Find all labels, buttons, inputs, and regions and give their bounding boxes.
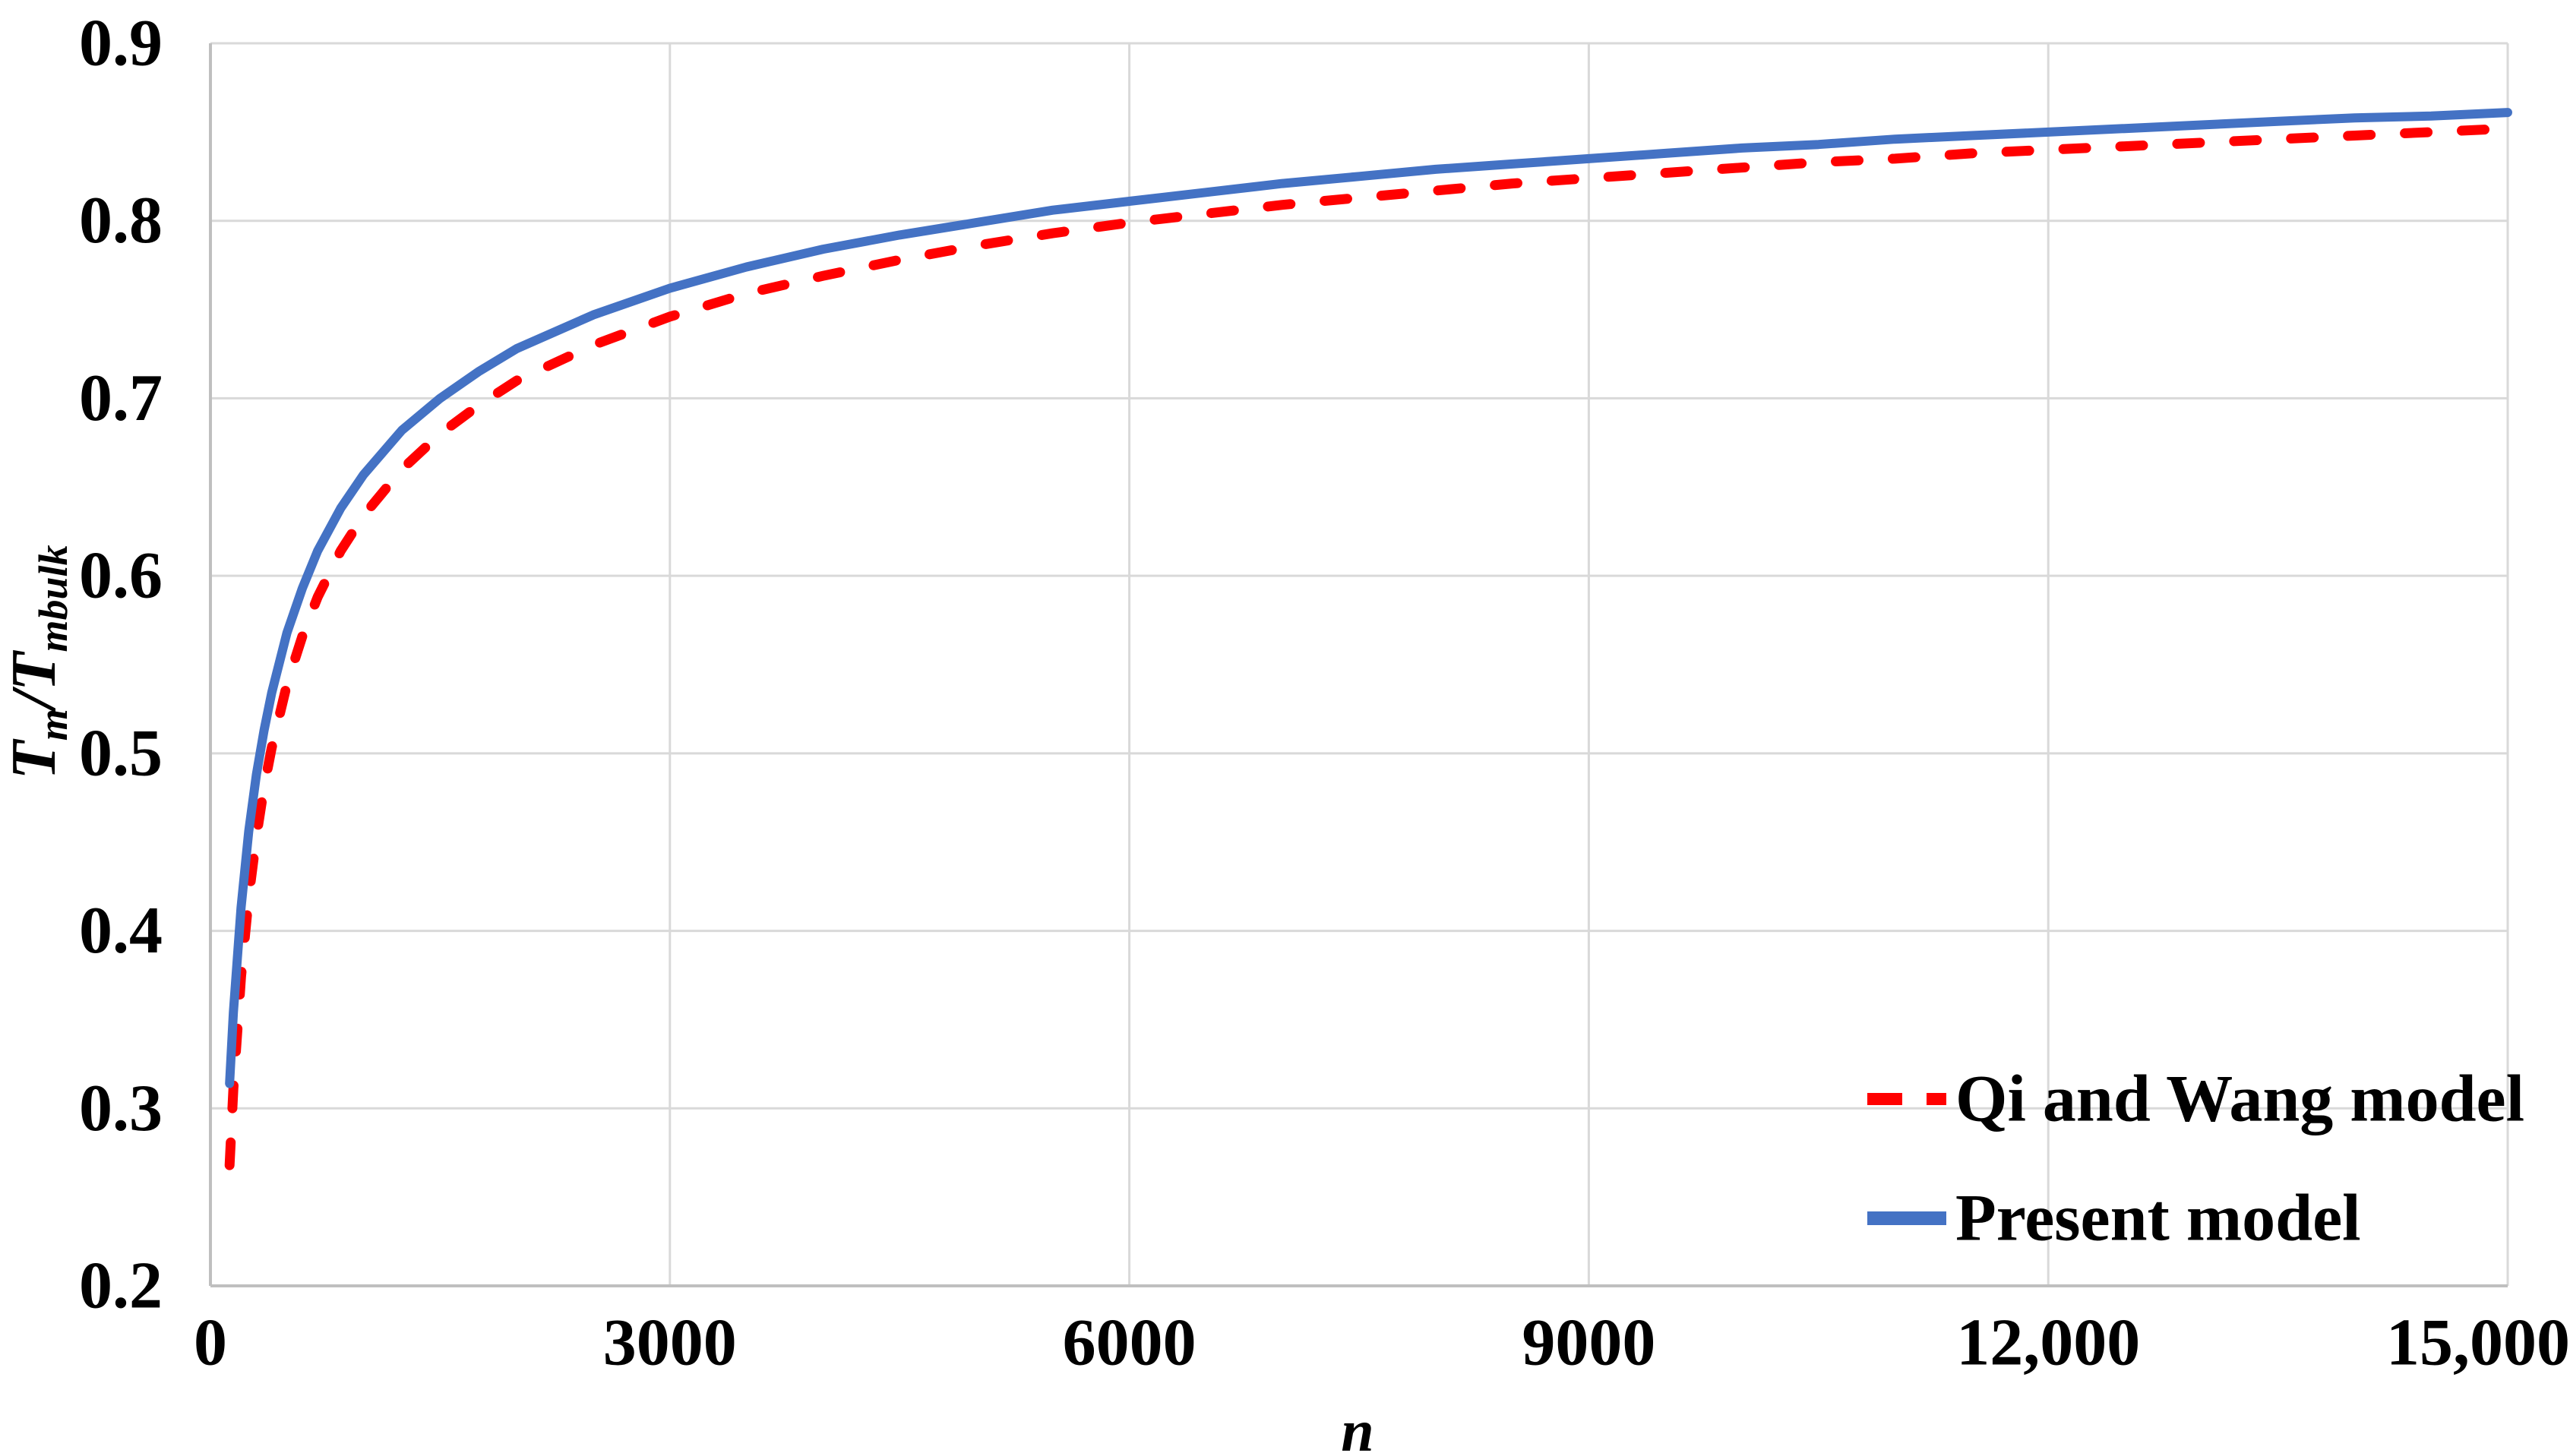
y-tick-label-0.8: 0.8 bbox=[79, 184, 163, 257]
x-tick-label-15,000: 15,000 bbox=[2386, 1306, 2570, 1380]
axis-lines bbox=[209, 43, 2508, 1287]
x-tick-label-9000: 9000 bbox=[1522, 1306, 1655, 1380]
x-tick-label-6000: 6000 bbox=[1063, 1306, 1196, 1380]
y-tick-label-0.6: 0.6 bbox=[79, 539, 163, 613]
y-tick-label-0.9: 0.9 bbox=[79, 7, 163, 81]
legend: Qi and Wang model Present model bbox=[1867, 1063, 2524, 1255]
series-curves bbox=[224, 108, 2513, 1170]
y-tick-label-0.4: 0.4 bbox=[79, 894, 163, 968]
y-axis-title: Tm/Tmbulk bbox=[0, 545, 76, 779]
x-axis-tick-labels: 0 3000 6000 9000 12,000 15,000 bbox=[194, 1306, 2570, 1380]
y-tick-label-0.3: 0.3 bbox=[79, 1072, 163, 1145]
y-tick-label-0.5: 0.5 bbox=[79, 716, 163, 790]
x-tick-label-0: 0 bbox=[194, 1306, 227, 1380]
series-curve-present-model bbox=[225, 108, 2512, 1088]
gridlines bbox=[209, 42, 2509, 1287]
x-tick-label-3000: 3000 bbox=[603, 1306, 737, 1380]
legend-label-present: Present model bbox=[1955, 1182, 2361, 1255]
x-axis-title: n bbox=[1341, 1398, 1374, 1456]
legend-label-qi-and-wang: Qi and Wang model bbox=[1955, 1063, 2524, 1136]
y-tick-label-0.7: 0.7 bbox=[79, 362, 163, 435]
y-axis-tick-labels: 0.9 0.8 0.7 0.6 0.5 0.4 0.3 0.2 bbox=[79, 7, 163, 1323]
x-tick-label-12,000: 12,000 bbox=[1956, 1306, 2140, 1380]
y-tick-label-0.2: 0.2 bbox=[79, 1249, 163, 1323]
series-curve-qi-and-wang-model bbox=[224, 123, 2513, 1170]
